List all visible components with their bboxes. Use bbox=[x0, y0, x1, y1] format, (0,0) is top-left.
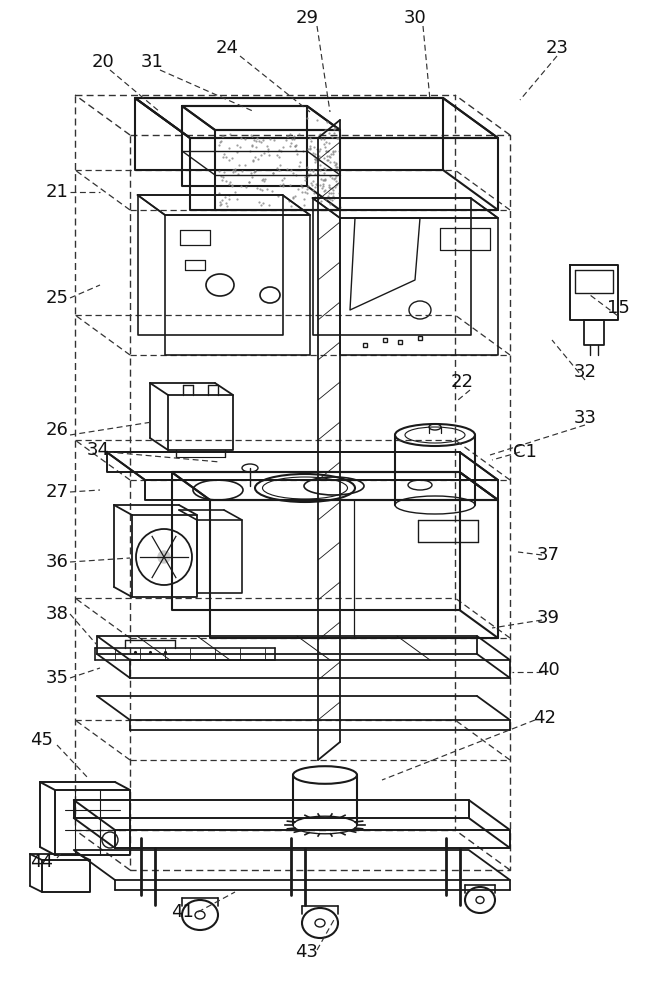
Text: 31: 31 bbox=[141, 53, 163, 71]
Text: 21: 21 bbox=[45, 183, 68, 201]
Text: 22: 22 bbox=[451, 373, 474, 391]
Text: 20: 20 bbox=[91, 53, 114, 71]
Text: 37: 37 bbox=[536, 546, 559, 564]
Text: 45: 45 bbox=[30, 731, 53, 749]
Text: 23: 23 bbox=[545, 39, 569, 57]
Text: 29: 29 bbox=[295, 9, 318, 27]
Text: 25: 25 bbox=[45, 289, 68, 307]
Text: 39: 39 bbox=[536, 609, 559, 627]
Text: 38: 38 bbox=[45, 605, 68, 623]
Text: 24: 24 bbox=[216, 39, 238, 57]
Text: 36: 36 bbox=[45, 553, 68, 571]
Text: 44: 44 bbox=[30, 853, 53, 871]
Text: 33: 33 bbox=[574, 409, 597, 427]
Text: 43: 43 bbox=[295, 943, 318, 961]
Text: 41: 41 bbox=[170, 903, 193, 921]
Text: 34: 34 bbox=[86, 441, 109, 459]
Circle shape bbox=[158, 551, 170, 563]
Text: C1: C1 bbox=[513, 443, 537, 461]
Text: 32: 32 bbox=[574, 363, 597, 381]
Text: 40: 40 bbox=[537, 661, 559, 679]
Text: 26: 26 bbox=[45, 421, 68, 439]
Text: 30: 30 bbox=[403, 9, 426, 27]
Text: 27: 27 bbox=[45, 483, 68, 501]
Text: 15: 15 bbox=[607, 299, 630, 317]
Text: 42: 42 bbox=[534, 709, 557, 727]
Text: 35: 35 bbox=[45, 669, 68, 687]
